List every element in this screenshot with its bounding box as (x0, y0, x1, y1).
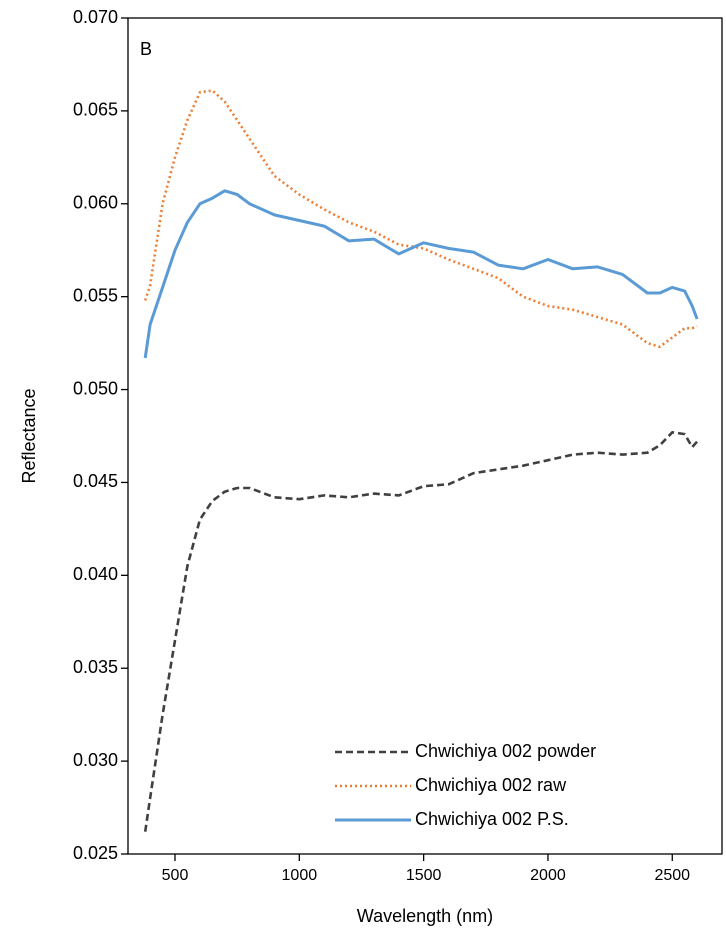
y-tick-label: 0.060 (73, 193, 118, 213)
series-line (143, 431, 699, 832)
panel-label: B (140, 39, 152, 59)
legend-label: Chwichiya 002 P.S. (415, 809, 569, 829)
x-tick-label: 1000 (282, 867, 318, 884)
series-line (143, 89, 698, 349)
y-tick-label: 0.025 (73, 843, 118, 863)
y-tick-label: 0.040 (73, 564, 118, 584)
y-tick-label: 0.030 (73, 750, 118, 770)
x-tick-label: 1500 (406, 867, 442, 884)
x-tick-label: 2000 (530, 867, 566, 884)
y-tick-label: 0.035 (73, 657, 118, 677)
y-tick-label: 0.070 (73, 7, 118, 27)
y-tick-label: 0.045 (73, 471, 118, 491)
plot-frame (127, 17, 723, 855)
y-axis-label: Reflectance (19, 388, 39, 483)
y-tick-label: 0.065 (73, 100, 118, 120)
legend-label: Chwichiya 002 raw (415, 775, 567, 795)
y-tick-label: 0.055 (73, 285, 118, 305)
series-line (143, 189, 699, 359)
x-tick-label: 500 (162, 867, 189, 884)
y-tick-label: 0.050 (73, 378, 118, 398)
x-tick-label: 2500 (654, 867, 690, 884)
legend-label: Chwichiya 002 powder (415, 741, 596, 761)
x-axis-label: Wavelength (nm) (357, 906, 493, 926)
